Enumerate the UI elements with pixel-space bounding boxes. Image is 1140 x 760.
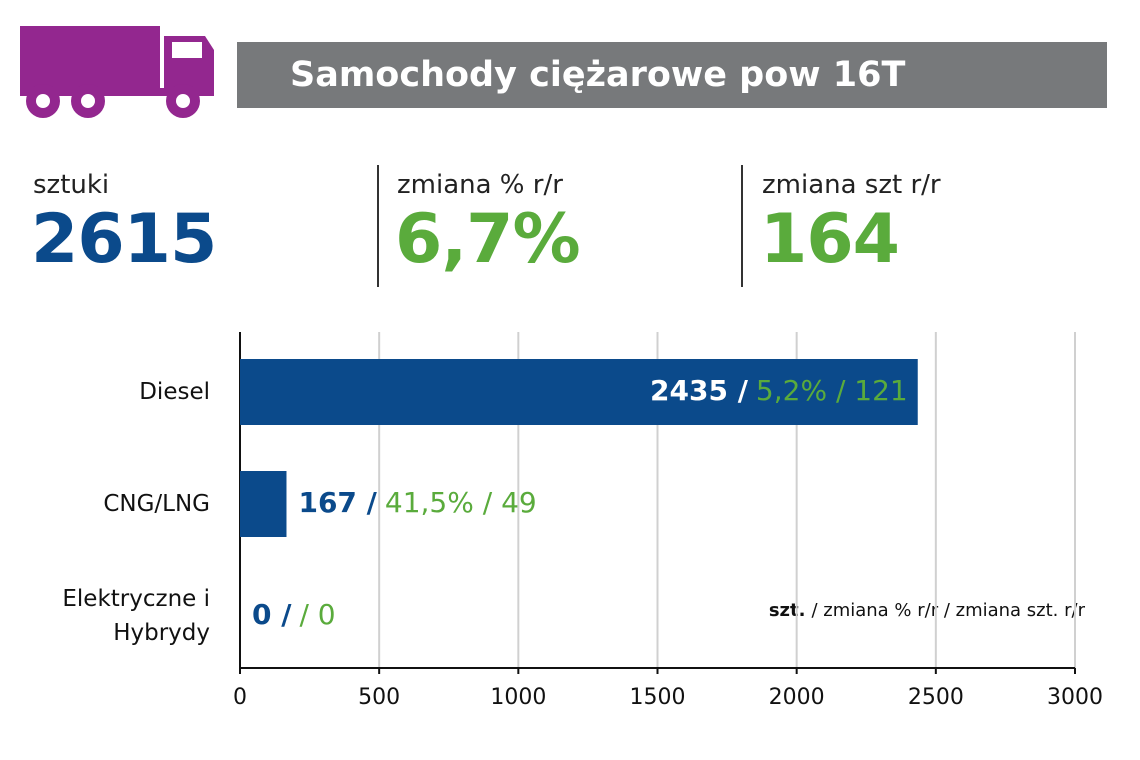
x-tick-label: 2500 bbox=[908, 685, 964, 710]
change-label: / 0 bbox=[299, 598, 335, 631]
note-text: / zmiana % r/r / zmiana szt. r/r bbox=[811, 600, 1085, 621]
category-label: Elektryczne i Hybrydy bbox=[62, 586, 210, 646]
bar bbox=[240, 359, 918, 425]
note: szt. / zmiana % r/r / zmiana szt. r/r bbox=[769, 600, 1086, 621]
value-label: 0 / bbox=[252, 598, 292, 631]
stat-label: zmiana szt r/r bbox=[762, 170, 941, 200]
stat-value: 164 bbox=[760, 200, 900, 279]
note-bold: szt. bbox=[769, 600, 806, 621]
category-label: CNG/LNG bbox=[103, 491, 210, 517]
category-label: Diesel bbox=[139, 379, 210, 405]
x-tick-label: 0 bbox=[233, 685, 247, 710]
change-label: 41,5% / 49 bbox=[385, 486, 537, 519]
bar-label: 2435 /5,2% / 121 bbox=[650, 374, 908, 407]
change-label: 5,2% / 121 bbox=[756, 374, 908, 407]
divider bbox=[741, 165, 743, 287]
value-label: 167 / bbox=[298, 486, 377, 519]
bar bbox=[240, 471, 287, 537]
x-tick-label: 2000 bbox=[769, 685, 825, 710]
stat-value: 6,7% bbox=[395, 200, 581, 279]
bar-label: 167 /41,5% / 49 bbox=[298, 486, 536, 519]
truck-icon bbox=[20, 26, 214, 118]
value-label: 2435 / bbox=[650, 374, 749, 407]
divider bbox=[377, 165, 379, 287]
stat-value: 2615 bbox=[31, 200, 217, 279]
x-tick-label: 1000 bbox=[490, 685, 546, 710]
bar-label: 0 // 0 bbox=[252, 598, 336, 631]
x-tick-label: 1500 bbox=[630, 685, 686, 710]
x-tick-label: 500 bbox=[358, 685, 400, 710]
stat-label: sztuki bbox=[33, 170, 110, 200]
x-tick-label: 3000 bbox=[1047, 685, 1103, 710]
stat-label: zmiana % r/r bbox=[397, 170, 563, 200]
title: Samochody ciężarowe pow 16T bbox=[237, 42, 1107, 108]
